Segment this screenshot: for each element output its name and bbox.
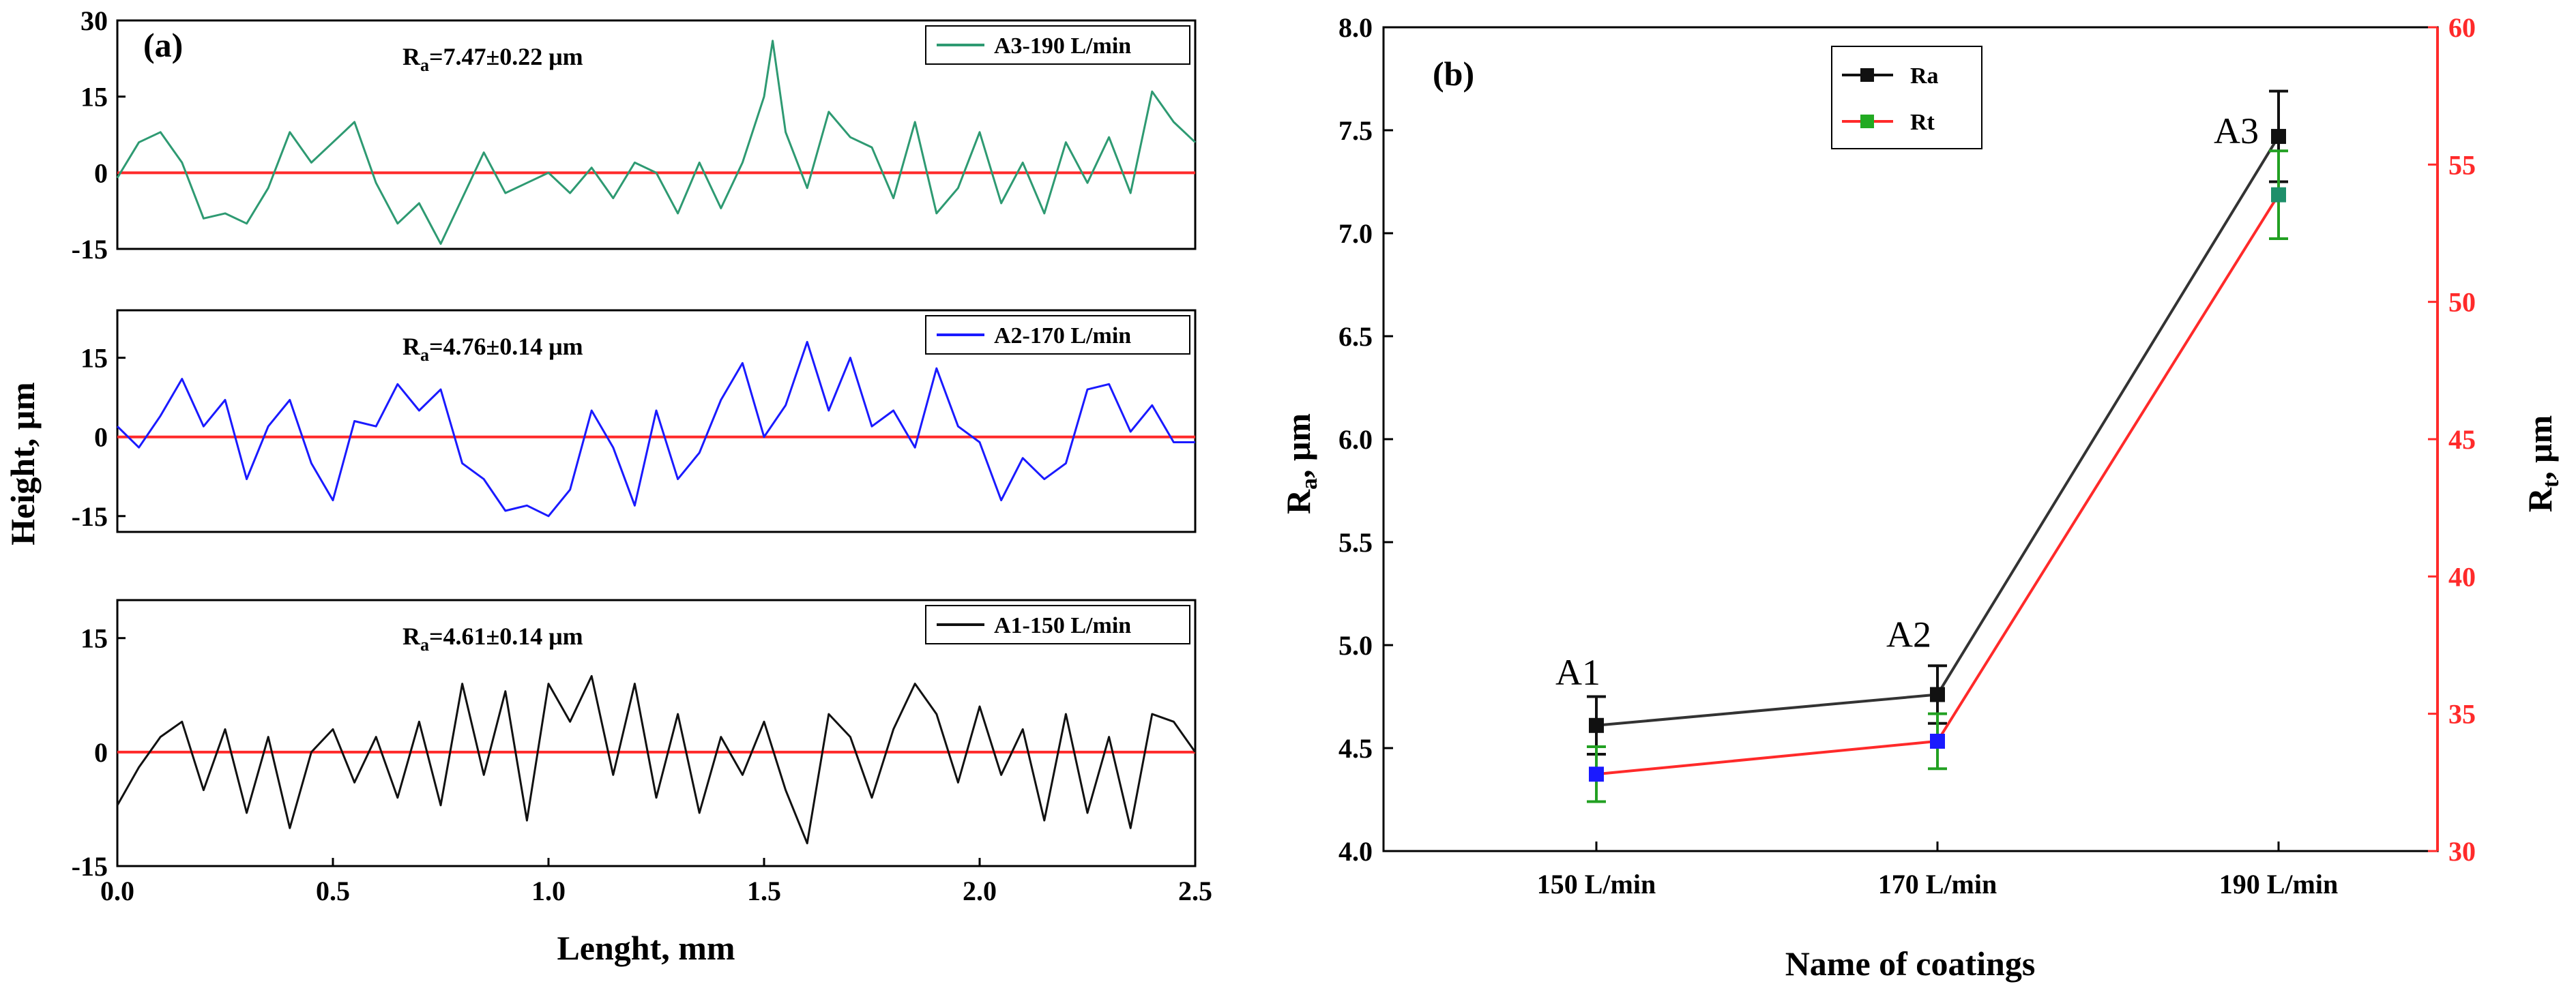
- data-point-rt: [1589, 767, 1604, 782]
- ra-annotation: Ra=4.61±0.14 μm: [402, 623, 583, 655]
- subplot-a3: -15 0 15 30 A3-190 L/min Ra=7.47±0.22 μm: [72, 5, 1197, 265]
- panel-a-y-label: Height, μm: [3, 382, 42, 545]
- data-point-rt: [1930, 733, 1945, 749]
- y-tick-label: 4.5: [1338, 733, 1373, 764]
- y-tick-label: 7.5: [1338, 115, 1373, 146]
- data-point-ra: [1589, 717, 1604, 733]
- y-tick-label: -15: [72, 501, 108, 532]
- x-tick-label: 0.0: [100, 876, 134, 906]
- y-tick-label: 0: [94, 737, 108, 768]
- y-tick-label: 7.0: [1338, 218, 1373, 249]
- profile-line: [116, 40, 1197, 245]
- y-tick-label: 15: [80, 623, 108, 654]
- y-tick-label: 30: [80, 5, 108, 36]
- legend-rt-marker: [1860, 115, 1874, 128]
- data-point-ra: [2271, 129, 2286, 145]
- data-point-rt: [2271, 187, 2286, 203]
- y-tick-label: 4.0: [1338, 836, 1373, 867]
- x-tick-label: 2.0: [963, 876, 997, 906]
- ra-annotation: Ra=4.76±0.14 μm: [402, 333, 583, 365]
- y-tick-label: 8.0: [1338, 12, 1373, 43]
- subplot-a1: -15 0 15 A1-150 L/min Ra=4.61±0.14 μm: [72, 599, 1197, 882]
- y-tick-label: 0: [94, 422, 108, 453]
- legend-ra-marker: [1860, 68, 1874, 82]
- x-tick-label: 1.0: [531, 876, 566, 906]
- y-tick-label: 5.0: [1338, 630, 1373, 661]
- panel-a-x-axis: 0.0 0.5 1.0 1.5 2.0 2.5: [100, 858, 1212, 906]
- legend-label: A1-150 L/min: [994, 613, 1131, 638]
- y-tick-label: -15: [72, 234, 108, 265]
- panel-b-legend: Ra Rt: [1831, 46, 1982, 149]
- y-tick-label: 5.5: [1338, 527, 1373, 558]
- legend-ra-label: Ra: [1910, 63, 1939, 89]
- x-tick-label: 170 L/min: [1878, 869, 1997, 899]
- y-tick-label: 6.0: [1338, 424, 1373, 455]
- data-point-ra: [1930, 687, 1945, 702]
- x-tick-label: 150 L/min: [1537, 869, 1656, 899]
- ra-annotation: Ra=7.47±0.22 μm: [402, 43, 583, 75]
- panel-b-series: A1 A2 A3: [1555, 89, 2288, 803]
- y2-tick-label: 45: [2448, 424, 2476, 455]
- panel-a-label: (a): [143, 26, 183, 64]
- legend-box: [1831, 46, 1982, 149]
- subplot-frame: [116, 309, 1197, 533]
- panel-b-label: (b): [1433, 55, 1474, 93]
- subplot-frame: [116, 599, 1197, 867]
- y-tick-label: 15: [80, 82, 108, 113]
- y2-tick-label: 50: [2448, 287, 2476, 318]
- series-line-ra: [1596, 136, 2280, 727]
- panel-b-y-label: Ra, μm: [1279, 413, 1322, 514]
- y-tick-label: 0: [94, 158, 108, 188]
- x-tick-label: 190 L/min: [2219, 869, 2338, 899]
- subplot-a2: -15 0 15 A2-170 L/min Ra=4.76±0.14 μm: [72, 309, 1197, 533]
- point-label: A2: [1886, 614, 1931, 655]
- y-tick-label: 15: [80, 343, 108, 374]
- point-label: A3: [2214, 110, 2259, 151]
- panel-b-y-axis: 4.0 4.5 5.0 5.5 6.0 6.5 7.0 7.5 8.0: [1338, 12, 1393, 867]
- profile-line: [116, 674, 1197, 845]
- y2-tick-label: 55: [2448, 149, 2476, 180]
- x-tick-label: 2.5: [1178, 876, 1212, 906]
- profile-line: [116, 340, 1195, 518]
- legend-label: A2-170 L/min: [994, 323, 1131, 348]
- panel-a-x-label: Lenght, mm: [557, 929, 735, 967]
- legend-rt-label: Rt: [1910, 110, 1935, 135]
- y-tick-label: 6.5: [1338, 321, 1373, 352]
- subplot-frame: [116, 19, 1197, 250]
- legend-label: A3-190 L/min: [994, 33, 1131, 59]
- y2-tick-label: 30: [2448, 836, 2476, 867]
- panel-b-y2-axis: 30 35 40 45 50 55 60: [2428, 12, 2476, 867]
- y2-tick-label: 35: [2448, 699, 2476, 730]
- x-tick-label: 0.5: [316, 876, 350, 906]
- y2-tick-label: 60: [2448, 12, 2476, 43]
- x-tick-label: 1.5: [747, 876, 781, 906]
- panel-b-y2-label: Rt, μm: [2521, 415, 2564, 512]
- point-label: A1: [1555, 652, 1600, 693]
- y-tick-label: -15: [72, 851, 108, 882]
- panel-b: (b) 4.0 4.5 5.0 5.5 6.0 6.5 7.0 7.5 8.0 30 35 40 45…: [1279, 12, 2564, 983]
- y2-tick-label: 40: [2448, 561, 2476, 592]
- panel-b-x-label: Name of coatings: [1785, 944, 2036, 983]
- panel-b-x-axis: 150 L/min 170 L/min 190 L/min: [1537, 842, 2338, 899]
